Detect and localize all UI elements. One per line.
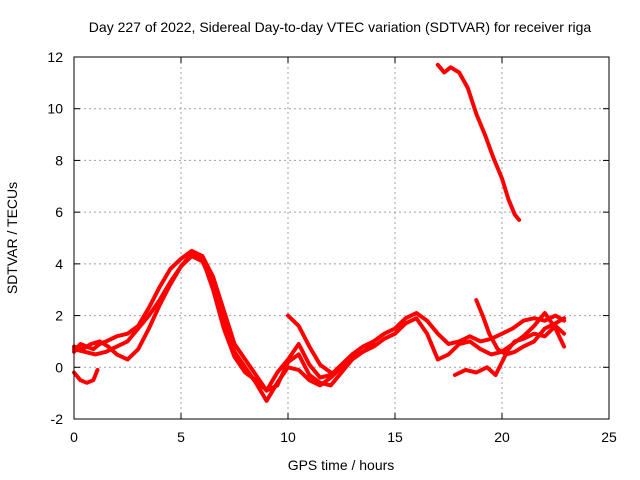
y-tick-label: 0 xyxy=(55,359,63,375)
x-axis-label: GPS time / hours xyxy=(288,457,395,473)
x-tick-label: 20 xyxy=(494,429,510,445)
y-tick-label: 4 xyxy=(55,256,63,272)
series-trace-b xyxy=(72,254,567,403)
x-tick-label: 0 xyxy=(70,429,78,445)
ticks: 0 5 10 15 20 25 -2 0 2 4 6 8 10 12 xyxy=(47,49,617,445)
x-tick-label: 25 xyxy=(601,429,617,445)
series-layer xyxy=(72,62,567,403)
series-trace-f xyxy=(435,62,522,222)
series-trace-g xyxy=(452,323,567,377)
x-tick-label: 5 xyxy=(177,429,185,445)
chart-title: Day 227 of 2022, Sidereal Day-to-day VTE… xyxy=(89,19,592,35)
series-trace-c xyxy=(72,251,376,393)
y-tick-label: 8 xyxy=(55,152,63,168)
plot-frame xyxy=(73,56,610,420)
y-tick-label: 10 xyxy=(47,101,63,117)
y-tick-label: 2 xyxy=(55,308,63,324)
y-tick-label: 12 xyxy=(47,49,63,65)
x-tick-label: 10 xyxy=(280,429,296,445)
x-tick-label: 15 xyxy=(387,429,403,445)
series-trace-e xyxy=(286,313,333,375)
series-trace-d xyxy=(72,367,100,385)
y-tick-label: 6 xyxy=(55,204,63,220)
series-trace-h xyxy=(474,298,567,357)
y-tick-label: -2 xyxy=(51,411,64,427)
grid xyxy=(74,57,609,419)
y-axis-label: SDTVAR / TECUs xyxy=(4,182,20,294)
